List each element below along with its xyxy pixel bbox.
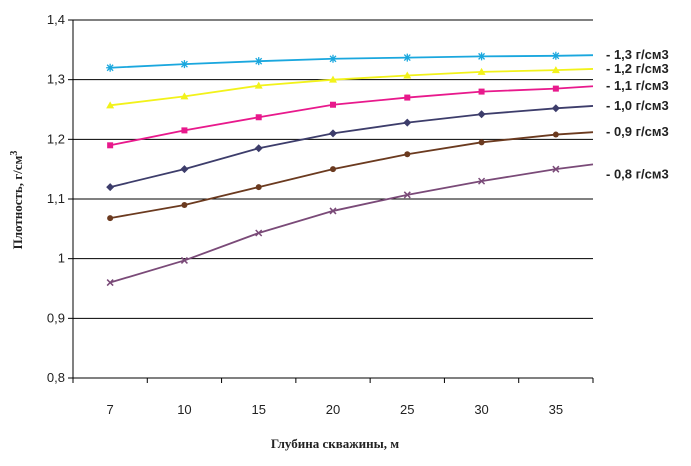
series — [107, 85, 594, 149]
series — [106, 104, 594, 192]
data-point — [552, 165, 560, 173]
data-point — [255, 184, 262, 191]
legend-label: - 1,1 г/см3 — [606, 78, 669, 93]
data-point — [107, 142, 114, 149]
data-point — [478, 139, 485, 146]
y-axis-title-text: Плотность, г/см — [10, 155, 25, 249]
series — [106, 66, 594, 109]
data-point — [107, 215, 114, 222]
x-tick-label: 20 — [326, 402, 340, 417]
series-line — [109, 85, 594, 147]
series-line — [109, 131, 594, 219]
y-tick-label: 0,9 — [47, 310, 65, 325]
series-line — [109, 105, 594, 188]
series — [106, 51, 594, 72]
y-tick-label: 1,4 — [47, 12, 65, 27]
data-point — [180, 92, 189, 100]
data-point — [254, 81, 263, 89]
data-point — [330, 101, 336, 108]
y-axis-title-superscript: 3 — [9, 151, 20, 156]
data-point — [404, 151, 411, 158]
data-point — [254, 57, 263, 66]
legend-label: - 1,2 г/см3 — [606, 61, 669, 76]
axes — [68, 19, 594, 383]
data-point — [254, 144, 263, 153]
y-tick-labels: 0,8 0,9 1 1,1 1,2 1,3 1,4 — [47, 12, 65, 385]
x-tick-label: 15 — [251, 402, 265, 417]
data-point — [478, 88, 485, 95]
data-point — [404, 94, 411, 101]
data-point — [551, 66, 560, 74]
data-point — [403, 53, 412, 62]
data-point — [255, 114, 262, 121]
x-tick-label: 25 — [400, 402, 414, 417]
data-point — [255, 229, 263, 237]
data-point — [329, 207, 337, 215]
y-axis-title: Плотность, г/см3 — [9, 151, 25, 250]
legend-label: - 1,0 г/см3 — [606, 98, 669, 113]
y-tick-label: 0,8 — [47, 370, 65, 385]
y-tick-label: 1 — [58, 251, 65, 266]
data-point — [551, 104, 560, 113]
series-line — [110, 68, 594, 107]
data-point — [552, 85, 559, 92]
data-point — [477, 110, 486, 119]
data-point — [106, 183, 115, 192]
legend-label: - 1,3 г/см3 — [606, 47, 669, 62]
x-tick-label: 7 — [107, 402, 114, 417]
series-line — [110, 54, 594, 69]
data-point — [403, 71, 412, 79]
series-line — [109, 163, 594, 284]
x-tick-label: 10 — [177, 402, 191, 417]
x-axis-title: Глубина скважины, м — [271, 436, 399, 451]
y-tick-label: 1,1 — [47, 191, 65, 206]
series — [107, 131, 594, 222]
x-tick-label: 30 — [474, 402, 488, 417]
y-tick-label: 1,2 — [47, 131, 65, 146]
data-point — [180, 60, 189, 69]
data-point — [477, 52, 486, 61]
data-point — [106, 63, 115, 72]
y-tick-label: 1,3 — [47, 72, 65, 87]
data-point — [403, 191, 411, 199]
data-point — [106, 279, 114, 287]
data-point — [477, 67, 486, 75]
data-point — [181, 201, 188, 208]
legend-label: - 0,8 г/см3 — [606, 166, 669, 181]
legend: - 1,3 г/см3- 1,2 г/см3 - 1,1 г/см3 - 1,0 г… — [606, 47, 669, 181]
legend-label: - 0,9 г/см3 — [606, 124, 669, 139]
series-lines — [106, 51, 594, 287]
data-point — [403, 118, 412, 127]
x-tick-labels: 7 10 15 20 25 30 35 — [107, 402, 564, 417]
data-point — [551, 51, 560, 60]
data-point — [329, 54, 337, 63]
data-point — [329, 129, 337, 138]
data-point — [330, 166, 336, 173]
data-point — [181, 127, 188, 134]
data-point — [180, 165, 189, 174]
data-point — [106, 101, 115, 109]
data-point — [329, 75, 337, 83]
series — [106, 163, 594, 287]
x-tick-label: 35 — [549, 402, 563, 417]
data-point — [478, 177, 486, 185]
data-point — [180, 256, 188, 264]
data-point — [552, 131, 559, 138]
